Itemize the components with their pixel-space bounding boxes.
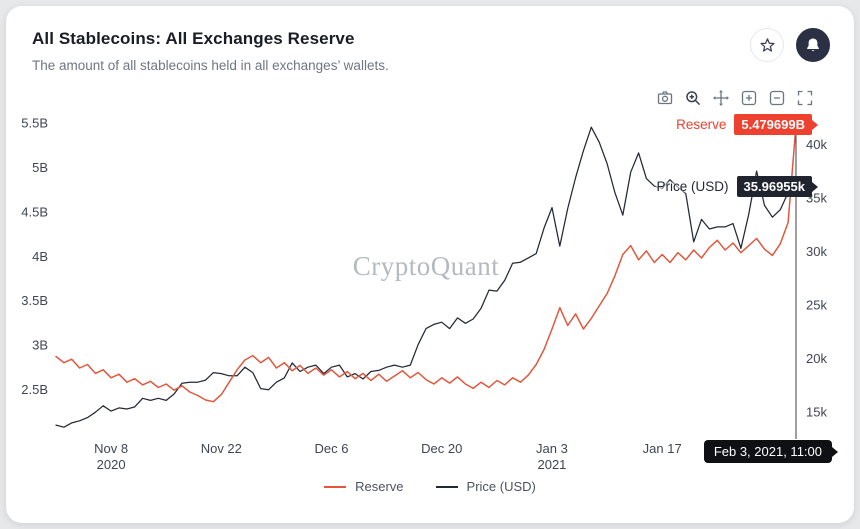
page-subtitle: The amount of all stablecoins held in al… <box>32 58 389 73</box>
legend-label-reserve: Reserve <box>355 479 404 494</box>
favorite-button[interactable] <box>750 28 784 62</box>
right-axis-tick-label: 30k <box>806 244 827 259</box>
reserve-last-value-flag: Reserve 5.479699B <box>676 114 812 135</box>
legend-item-price[interactable]: Price (USD) <box>435 479 536 494</box>
zoom-icon <box>686 91 701 106</box>
x-axis-tick-label: Nov 22 <box>201 441 242 456</box>
axes-layer: 5.5B5B4.5B4B3.5B3B2.5B40k35k30k25k20k15k… <box>21 116 827 472</box>
watermark: CryptoQuant <box>353 251 500 281</box>
x-axis-year-label: 2020 <box>97 457 126 472</box>
header-text: All Stablecoins: All Exchanges Reserve T… <box>32 28 389 75</box>
price-flag-value: 35.96955k <box>736 176 812 197</box>
left-axis-tick-label: 3.5B <box>21 293 48 308</box>
camera-icon <box>657 91 673 105</box>
right-axis-tick-label: 20k <box>806 351 827 366</box>
reserve-flag-value: 5.479699B <box>734 114 812 135</box>
right-axis-tick-label: 25k <box>806 298 827 313</box>
x-axis-tick-label: Dec 6 <box>315 441 349 456</box>
reserve-line <box>55 124 797 403</box>
left-axis-tick-label: 5B <box>32 160 48 175</box>
pan-icon <box>713 90 729 106</box>
chart-toolbar <box>656 89 814 107</box>
price-flag-label: Price (USD) <box>656 179 729 194</box>
left-axis-tick-label: 2.5B <box>21 382 48 397</box>
bell-icon <box>807 38 819 52</box>
header-actions <box>750 28 830 62</box>
right-axis-tick-label: 15k <box>806 405 827 420</box>
zoom-in-button[interactable] <box>740 89 758 107</box>
legend-item-reserve[interactable]: Reserve <box>324 479 404 494</box>
chart-area: CryptoQuant 5.5B 5B 4.5B 4B 3.5B 3B 2.5B 40k 35k… <box>6 89 854 477</box>
price-line-swatch <box>435 485 458 488</box>
fullscreen-icon <box>797 90 813 106</box>
zoom-select-button[interactable] <box>684 89 702 107</box>
left-axis-tick-label: 5.5B <box>21 116 48 131</box>
left-axis-tick-label: 4B <box>32 249 48 264</box>
zoom-in-icon <box>741 90 757 106</box>
x-axis-tick-label: Nov 8 <box>94 441 128 456</box>
x-axis-tick-label: Dec 20 <box>421 441 462 456</box>
notifications-button[interactable] <box>796 28 830 62</box>
card-header: All Stablecoins: All Exchanges Reserve T… <box>6 6 854 75</box>
export-image-button[interactable] <box>656 89 674 107</box>
fullscreen-button[interactable] <box>796 89 814 107</box>
left-axis-tick-label: 3B <box>32 337 48 352</box>
left-axis-tick-label: 4.5B <box>21 204 48 219</box>
chart-card: All Stablecoins: All Exchanges Reserve T… <box>6 6 854 523</box>
legend-label-price: Price (USD) <box>466 479 536 494</box>
reserve-line-swatch <box>324 485 347 488</box>
right-axis-tick-label: 40k <box>806 137 827 152</box>
x-axis-tick-label: Jan 3 <box>536 441 568 456</box>
x-axis-year-label: 2021 <box>537 457 566 472</box>
zoom-out-button[interactable] <box>768 89 786 107</box>
crosshair-date-tooltip: Feb 3, 2021, 11:00 <box>703 440 832 463</box>
reserve-flag-label: Reserve <box>676 117 727 132</box>
zoom-out-icon <box>769 90 785 106</box>
pan-button[interactable] <box>712 89 730 107</box>
chart-legend: Reserve Price (USD) <box>6 479 854 494</box>
series-layer <box>55 124 797 428</box>
x-axis-tick-label: Jan 17 <box>643 441 682 456</box>
page-title: All Stablecoins: All Exchanges Reserve <box>32 29 355 48</box>
star-icon <box>759 37 775 52</box>
chart-svg[interactable]: CryptoQuant 5.5B5B4.5B4B3.5B3B2.5B40k35k… <box>6 89 854 477</box>
price-last-value-flag: Price (USD) 35.96955k <box>657 176 812 197</box>
